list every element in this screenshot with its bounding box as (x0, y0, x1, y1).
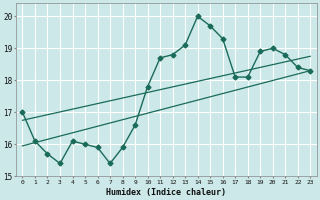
X-axis label: Humidex (Indice chaleur): Humidex (Indice chaleur) (106, 188, 226, 197)
